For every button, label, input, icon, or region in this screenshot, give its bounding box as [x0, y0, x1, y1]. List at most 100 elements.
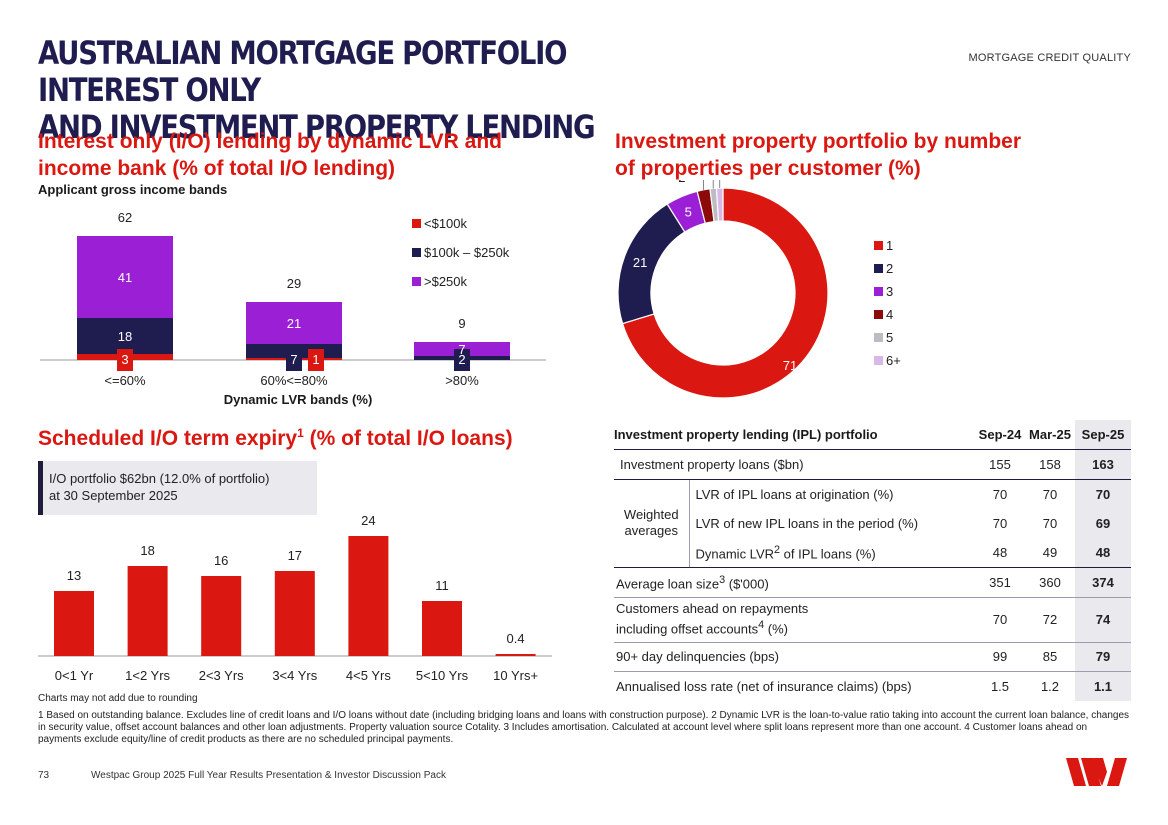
slice-label: 71: [783, 358, 797, 373]
ipl-donut-title: Investment property portfolio by number …: [615, 128, 1021, 182]
legend-swatch: [874, 241, 883, 250]
table-header-row: Investment property lending (IPL) portfo…: [614, 420, 1131, 450]
row-label-text: Dynamic LVR: [695, 546, 775, 562]
cell-value: 99: [975, 642, 1025, 672]
data-label: 41: [118, 270, 132, 285]
callout-line2: at 30 September 2025: [49, 488, 178, 503]
data-label: 21: [287, 316, 301, 331]
legend-item-1: 1: [874, 234, 901, 257]
io-expiry-title-text: Scheduled I/O term expiry: [38, 427, 298, 450]
legend-label: 5: [886, 330, 894, 345]
footnotes: 1 Based on outstanding balance. Excludes…: [38, 710, 1130, 745]
col-header-mar25: Mar-25: [1025, 420, 1075, 450]
cell-value: 1.1: [1075, 671, 1131, 701]
category-label: 1<2 Yrs: [125, 668, 170, 683]
io-lending-title-line2: income bank (% of total I/O lending): [38, 157, 396, 180]
io-expiry-title-tail: (% of total I/O loans): [303, 427, 513, 450]
data-label-box: [308, 349, 324, 371]
page-number: 73: [38, 770, 50, 781]
category-label: 4<5 Yrs: [346, 668, 391, 683]
ipl-portfolio-table: Investment property lending (IPL) portfo…: [614, 420, 1131, 701]
data-label: 13: [67, 568, 81, 583]
cell-value: 69: [1075, 508, 1131, 538]
col-header-sep24: Sep-24: [975, 420, 1025, 450]
category-label: 3<4 Yrs: [272, 668, 317, 683]
legend-label: 6+: [886, 353, 901, 368]
data-label-box: [286, 349, 302, 371]
table-title: Investment property lending (IPL) portfo…: [614, 420, 975, 450]
ipl-donut-title-line2: of properties per customer (%): [615, 157, 921, 180]
legend-item-6plus: 6+: [874, 349, 901, 372]
slice-leader-line: [719, 180, 721, 189]
legend-swatch: [412, 277, 421, 286]
bar-segment: [77, 236, 173, 318]
bar: [348, 536, 389, 656]
cell-value: 48: [1075, 538, 1131, 568]
category-label: 2<3 Yrs: [199, 668, 244, 683]
cell-value: 360: [1025, 567, 1075, 598]
legend-label: >$250k: [424, 274, 468, 289]
legend-label: 1: [886, 238, 894, 253]
row-label-text: Average loan size: [616, 575, 720, 591]
io-lending-subtitle: Applicant gross income bands: [38, 182, 228, 197]
bar: [274, 571, 315, 656]
row-label: LVR of IPL loans at origination (%): [695, 486, 894, 502]
data-label: 1: [312, 352, 319, 367]
ipl-donut-chart: 71215211: [617, 180, 829, 399]
category-label: 0<1 Yr: [55, 668, 94, 683]
data-label: 0.4: [507, 631, 525, 646]
row-label: Investment property loans ($bn): [614, 449, 975, 480]
data-label: 18: [140, 543, 154, 558]
legend-label: $100k – $250k: [424, 245, 510, 260]
cell-value: 74: [1075, 597, 1131, 643]
legend-label: <$100k: [424, 216, 468, 231]
table-row: Customers ahead on repayments including o…: [614, 597, 1131, 643]
data-label: 18: [118, 329, 132, 344]
row-label: Dynamic LVR2 of IPL loans (%): [689, 538, 975, 568]
legend-item-5: 5: [874, 326, 901, 349]
io-portfolio-callout: I/O portfolio $62bn (12.0% of portfolio)…: [38, 461, 317, 515]
row-label-text: (%): [764, 621, 789, 637]
cell-value: 158: [1025, 449, 1075, 480]
total-label: 9: [458, 316, 465, 331]
data-label: 7: [458, 342, 465, 357]
x-axis-title: Dynamic LVR bands (%): [224, 392, 373, 407]
section-tag: MORTGAGE CREDIT QUALITY: [968, 52, 1131, 64]
cell-value: 70: [992, 515, 1008, 531]
col-header-sep25: Sep-25: [1075, 420, 1131, 450]
legend-swatch: [874, 310, 883, 319]
category-label: 5<10 Yrs: [416, 668, 469, 683]
rounding-note: Charts may not add due to rounding: [38, 693, 198, 704]
table-row: 90+ day delinquencies (bps) 99 85 79: [614, 642, 1131, 672]
row-label: 90+ day delinquencies (bps): [614, 642, 975, 672]
row-label-text: ($'000): [725, 575, 769, 591]
group-label-line2: averages: [624, 523, 678, 539]
slice-leader-line: [703, 180, 704, 190]
footnote-ref: 2: [774, 543, 781, 556]
legend-item-gt250k: >$250k: [412, 267, 509, 296]
cell-value: 85: [1025, 642, 1075, 672]
cell-value: 72: [1025, 597, 1075, 643]
legend-item-2: 2: [874, 257, 901, 280]
category-label: 60%<=80%: [260, 373, 328, 388]
legend-swatch: [412, 219, 421, 228]
legend-item-100k-250k: $100k – $250k: [412, 238, 509, 267]
page-title: AUSTRALIAN MORTGAGE PORTFOLIO INTEREST O…: [38, 35, 692, 146]
legend-swatch: [874, 287, 883, 296]
ipl-donut-legend: 1 2 3 4 5 6+: [874, 234, 901, 372]
cell-value: 163: [1075, 449, 1131, 480]
row-label: Customers ahead on repayments including o…: [614, 597, 975, 643]
cell-value: 49: [1025, 538, 1075, 568]
cell-value: 79: [1075, 642, 1131, 672]
donut-slice: [617, 203, 686, 325]
legend-item-lt100k: <$100k: [412, 209, 509, 238]
data-label: 24: [361, 513, 375, 528]
legend-label: 4: [886, 307, 894, 322]
weighted-averages-label: Weighted averages: [614, 479, 690, 568]
io-lending-stacked-bar-chart: 3184162<=60%17212960%<=80%279>80%Dynamic…: [40, 210, 546, 407]
cell-value: 70: [1042, 486, 1058, 502]
row-label-line2: including offset accounts4 (%): [616, 617, 975, 637]
data-label: 16: [214, 553, 228, 568]
bar-segment: [77, 318, 173, 354]
bar: [54, 591, 94, 656]
